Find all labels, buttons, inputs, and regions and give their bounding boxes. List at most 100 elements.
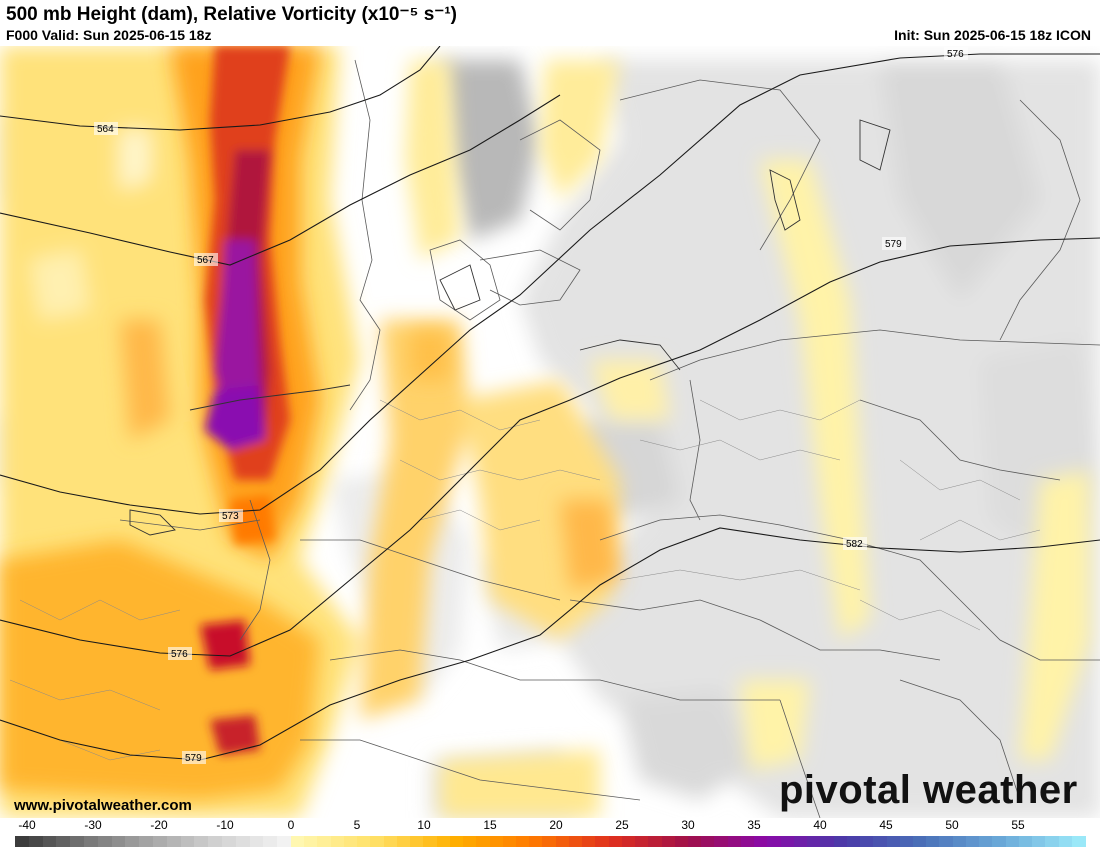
header: 500 mb Height (dam), Relative Vorticity … bbox=[0, 0, 1100, 46]
colorbar-swatch bbox=[463, 836, 477, 847]
colorbar-swatch bbox=[28, 836, 44, 847]
colorbar-swatch bbox=[97, 836, 113, 847]
colorbar-swatch bbox=[208, 836, 223, 847]
colorbar-swatch bbox=[222, 836, 237, 847]
colorbar-swatch bbox=[992, 836, 1007, 847]
colorbar-swatch bbox=[180, 836, 195, 847]
colorbar-tick: 45 bbox=[879, 818, 893, 832]
colorbar-tick: 35 bbox=[747, 818, 761, 832]
contour-label-582: 582 bbox=[846, 539, 863, 550]
regional-borders bbox=[9, 399, 1041, 761]
contour-label-567: 567 bbox=[197, 255, 214, 266]
colorbar-swatch bbox=[166, 836, 182, 847]
colorbar-swatch bbox=[926, 836, 941, 847]
colorbar-swatch bbox=[661, 836, 676, 847]
vorticity-max-core bbox=[200, 46, 290, 755]
colorbar-tick: -40 bbox=[18, 818, 36, 832]
colorbar-swatch bbox=[15, 836, 30, 847]
colorbar-swatch bbox=[912, 836, 927, 847]
colorbar-swatch bbox=[582, 836, 596, 847]
contour-label-573: 573 bbox=[222, 511, 239, 522]
colorbar-swatch bbox=[357, 836, 371, 847]
contour-label-579-west: 579 bbox=[185, 753, 202, 764]
colorbar-swatch bbox=[277, 836, 292, 847]
colorbar-tick: -30 bbox=[84, 818, 102, 832]
colorbar-swatch bbox=[674, 836, 689, 847]
valid-time: F000 Valid: Sun 2025-06-15 18z bbox=[6, 27, 212, 43]
colorbar-swatch bbox=[56, 836, 71, 847]
colorbar-swatch bbox=[84, 836, 99, 847]
colorbar-swatch bbox=[555, 836, 570, 847]
map-title: 500 mb Height (dam), Relative Vorticity … bbox=[6, 4, 457, 25]
pivotal-weather-logo: pivotal weather bbox=[779, 768, 1078, 812]
colorbar-swatch bbox=[383, 836, 398, 847]
colorbar-swatch bbox=[754, 836, 768, 847]
contour-label-579-east: 579 bbox=[885, 239, 902, 250]
colorbar-swatch bbox=[330, 836, 345, 847]
colorbar-tick: 10 bbox=[417, 818, 431, 832]
colorbar-swatch bbox=[807, 836, 821, 847]
colorbar-swatch bbox=[833, 836, 848, 847]
colorbar-swatch bbox=[860, 836, 874, 847]
colorbar-swatch bbox=[793, 836, 808, 847]
colorbar-swatch bbox=[194, 836, 209, 847]
colorbar-tick: 55 bbox=[1011, 818, 1025, 832]
colorbar-swatch bbox=[343, 836, 358, 847]
colorbar-swatch bbox=[436, 836, 451, 847]
colorbar-swatch bbox=[70, 836, 85, 847]
colorbar-tick: 0 bbox=[287, 818, 295, 832]
colorbar-swatch bbox=[410, 836, 424, 847]
colorbar-swatch bbox=[608, 836, 623, 847]
colorbar-swatch bbox=[139, 836, 154, 847]
colorbar-swatch bbox=[595, 836, 610, 847]
colorbar-tick: 40 bbox=[813, 818, 827, 832]
init-time: Init: Sun 2025-06-15 18z ICON bbox=[894, 27, 1091, 43]
colorbar-tick: 5 bbox=[353, 818, 361, 832]
colorbar-swatch bbox=[767, 836, 782, 847]
colorbar-swatch bbox=[1032, 836, 1046, 847]
colorbar-swatch bbox=[263, 836, 278, 847]
colorbar-swatch bbox=[952, 836, 967, 847]
colorbar-swatch bbox=[396, 836, 411, 847]
contour-labels: 564 567 573 576 579 576 579 582 bbox=[94, 47, 968, 764]
colorbar-swatch bbox=[502, 836, 517, 847]
colorbar-tick: 25 bbox=[615, 818, 629, 832]
colorbar-swatch bbox=[740, 836, 755, 847]
country-borders bbox=[119, 59, 1100, 818]
colorbar-swatch bbox=[476, 836, 491, 847]
website-link[interactable]: www.pivotalweather.com bbox=[14, 797, 192, 814]
colorbar-swatch bbox=[714, 836, 729, 847]
contour-label-564: 564 bbox=[97, 124, 114, 135]
colorbar-swatch bbox=[249, 836, 264, 847]
weather-map: 564 567 573 576 579 576 579 582 bbox=[0, 46, 1100, 818]
colorbar-swatch bbox=[1071, 836, 1086, 847]
negative-vorticity-field bbox=[0, 60, 1100, 818]
colorbar-tick: 30 bbox=[681, 818, 695, 832]
colorbar-swatch bbox=[846, 836, 861, 847]
colorbar-swatch bbox=[125, 836, 140, 847]
colorbar-tick: 20 bbox=[549, 818, 563, 832]
colorbar-tick: -10 bbox=[216, 818, 234, 832]
colorbar-swatch bbox=[1045, 836, 1060, 847]
colorbar-tick: -20 bbox=[150, 818, 168, 832]
colorbar-swatch bbox=[568, 836, 583, 847]
colorbar-tick: 15 bbox=[483, 818, 497, 832]
colorbar-swatch bbox=[542, 836, 557, 847]
colorbar-swatch bbox=[899, 836, 914, 847]
colorbar-swatch bbox=[235, 836, 251, 847]
colorbar-swatch bbox=[1058, 836, 1073, 847]
colorbar-swatch bbox=[1018, 836, 1033, 847]
colorbar-swatch bbox=[529, 836, 544, 847]
contour-label-576-east: 576 bbox=[947, 49, 964, 60]
colorbar-swatch bbox=[489, 836, 504, 847]
colorbar-swatch bbox=[780, 836, 795, 847]
colorbar-swatch bbox=[153, 836, 168, 847]
colorbar-swatch bbox=[515, 836, 530, 847]
colorbar-swatch bbox=[291, 836, 305, 847]
colorbar-swatch bbox=[939, 836, 954, 847]
colorbar-swatch bbox=[621, 836, 636, 847]
colorbar-swatch bbox=[449, 836, 464, 847]
height-contours bbox=[0, 46, 1100, 761]
colorbar-swatch bbox=[635, 836, 649, 847]
contour-label-576-west: 576 bbox=[171, 649, 188, 660]
